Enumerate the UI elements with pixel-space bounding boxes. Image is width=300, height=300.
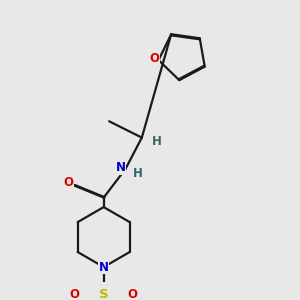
Text: N: N [116, 161, 126, 174]
Text: H: H [152, 135, 162, 148]
Text: H: H [133, 167, 143, 179]
Text: O: O [70, 288, 80, 300]
Text: O: O [149, 52, 160, 65]
Text: O: O [128, 288, 138, 300]
Text: O: O [64, 176, 74, 189]
Text: S: S [99, 288, 109, 300]
Text: N: N [99, 260, 109, 274]
